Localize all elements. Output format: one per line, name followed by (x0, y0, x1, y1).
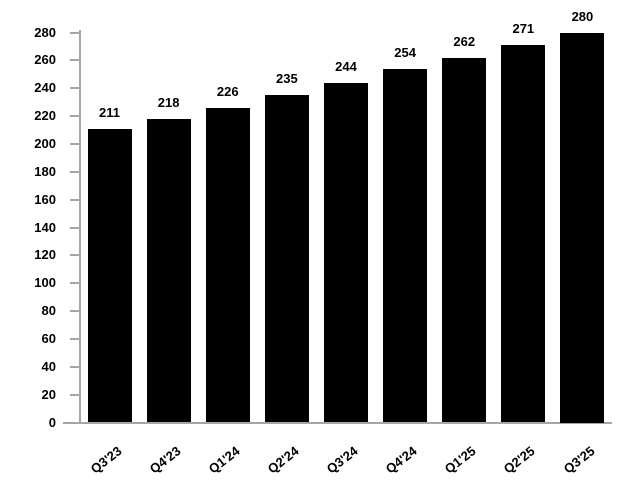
x-category-label: Q2'25 (501, 443, 538, 477)
x-category-label: Q4'23 (146, 443, 184, 477)
y-tick-label: 80 (41, 303, 56, 319)
y-tick (70, 59, 79, 62)
bar (146, 118, 191, 423)
bar-value-label: 218 (157, 94, 180, 110)
y-tick (70, 421, 79, 424)
bar-value-label: 226 (216, 83, 239, 99)
y-tick (70, 254, 79, 257)
y-tick-label: 280 (34, 24, 56, 40)
x-category-label: Q4'24 (383, 443, 420, 477)
y-tick-label: 100 (34, 275, 56, 291)
y-tick (70, 393, 79, 396)
bar (442, 57, 487, 423)
y-tick (70, 31, 79, 34)
y-tick (70, 310, 79, 313)
y-tick (70, 198, 79, 201)
bar-value-label: 280 (571, 8, 594, 24)
x-category-label: Q1'24 (205, 443, 243, 477)
y-tick (70, 365, 79, 368)
bar (383, 68, 428, 423)
y-tick (70, 142, 79, 145)
y-tick (70, 226, 79, 229)
x-axis-line (63, 421, 612, 424)
y-tick (70, 170, 79, 173)
y-tick-label: 220 (34, 108, 56, 124)
y-tick-label: 260 (34, 52, 56, 68)
bar (501, 45, 546, 423)
y-tick-label: 200 (34, 135, 56, 151)
y-tick-label: 40 (41, 358, 56, 374)
y-tick (70, 87, 79, 90)
bar-value-label: 254 (394, 44, 416, 60)
bar (87, 128, 132, 423)
y-tick-label: 140 (34, 219, 56, 235)
y-tick-label: 120 (34, 247, 56, 263)
bar-value-label: 235 (276, 71, 298, 87)
bar-value-label: 244 (335, 58, 357, 74)
y-tick (70, 115, 79, 118)
y-tick (70, 282, 79, 285)
x-category-label: Q3'25 (560, 443, 598, 477)
x-category-label: Q2'24 (264, 443, 302, 477)
x-category-label: Q3'24 (323, 443, 361, 477)
x-category-label: Q3'23 (87, 443, 125, 477)
y-tick-label: 20 (41, 386, 56, 402)
y-tick-label: 0 (48, 414, 56, 430)
bar-value-label: 271 (512, 21, 535, 37)
x-category-label: Q1'25 (442, 443, 479, 477)
bar (560, 32, 605, 423)
bar-value-label: 262 (453, 33, 476, 49)
y-tick-label: 180 (34, 163, 56, 179)
bar (264, 95, 309, 423)
y-tick-label: 60 (41, 330, 56, 346)
bar-value-label: 211 (99, 104, 121, 120)
bar (324, 82, 368, 423)
bar (205, 107, 250, 423)
y-tick (70, 337, 79, 340)
y-axis-line (78, 29, 81, 424)
y-tick-label: 160 (34, 191, 56, 207)
y-tick-label: 240 (34, 80, 56, 96)
